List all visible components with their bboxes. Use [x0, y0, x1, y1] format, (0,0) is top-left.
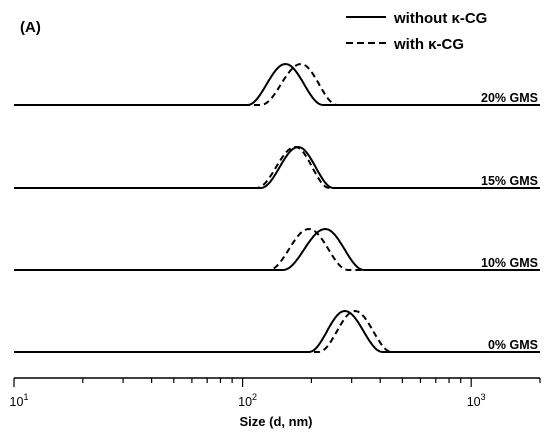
trace-label-0-gms: 0% GMS: [488, 338, 538, 352]
x-axis-title: Size (d, nm): [240, 414, 313, 429]
trace-label-15-gms: 15% GMS: [481, 174, 538, 188]
legend-label-with-kcg: with κ-CG: [393, 36, 464, 53]
x-tick-label: 101: [10, 392, 29, 409]
x-tick-label-exponent: 3: [481, 392, 486, 402]
trace-label-20-gms: 20% GMS: [481, 91, 538, 105]
legend-label-without-kcg: without κ-CG: [393, 10, 487, 27]
curve-with-kcg-10-gms: [14, 227, 540, 271]
x-tick-label-exponent: 1: [23, 392, 28, 402]
curve-with-kcg-0-gms: [14, 309, 540, 353]
curve-without-kcg-20-gms: [14, 62, 540, 106]
x-tick-label: 103: [467, 392, 486, 409]
legend: without κ-CG with κ-CG: [346, 10, 487, 53]
trace-label-10-gms: 10% GMS: [481, 256, 538, 270]
curve-with-kcg-20-gms: [14, 62, 540, 106]
curve-without-kcg-15-gms: [14, 145, 540, 189]
x-tick-label-base: 10: [10, 395, 24, 409]
x-tick-label-base: 10: [467, 395, 481, 409]
x-tick-label: 102: [238, 392, 257, 409]
x-tick-label-base: 10: [238, 395, 252, 409]
curve-with-kcg-15-gms: [14, 145, 540, 189]
curve-without-kcg-0-gms: [14, 309, 540, 353]
panel-label: (A): [20, 19, 41, 36]
curve-without-kcg-10-gms: [14, 227, 540, 271]
x-axis: 101 102 103: [10, 377, 541, 409]
traces: 20% GMS 15% GMS 10% GMS 0% GMS: [14, 62, 540, 353]
x-tick-label-exponent: 2: [252, 392, 257, 402]
